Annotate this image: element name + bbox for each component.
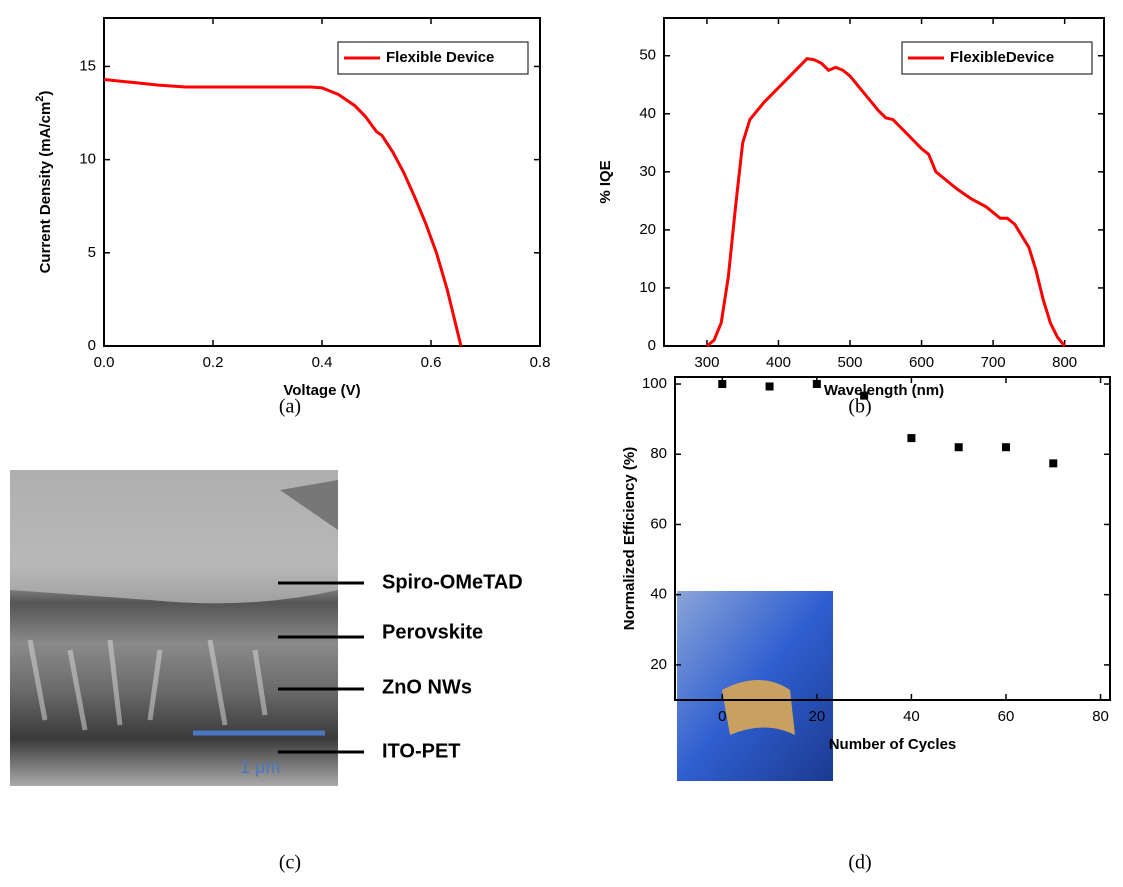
x-tick-label: 0.6 (421, 354, 442, 371)
data-point (718, 380, 727, 389)
layer-label: Spiro-OMeTAD (382, 571, 523, 593)
legend-label: Flexible Device (386, 49, 494, 66)
inset-device (722, 680, 795, 735)
legend-label: FlexibleDevice (950, 49, 1054, 66)
y-tick-label: 60 (650, 515, 667, 532)
y-tick-label: 20 (639, 221, 656, 238)
y-tick-label: 5 (88, 244, 96, 261)
caption: (d) (848, 852, 871, 874)
x-tick-label: 500 (838, 354, 863, 371)
y-tick-label: 40 (639, 105, 656, 122)
data-point (812, 380, 821, 389)
x-axis-label: Voltage (V) (283, 382, 360, 399)
y-axis-label-part: Current Density (mA/cm (37, 102, 54, 274)
x-axis-label: Wavelength (nm) (824, 382, 944, 399)
y-axis-label-part: % IQE (597, 160, 614, 203)
y-axis-label-part: Normalized Efficiency (%) (621, 447, 638, 630)
x-tick-label: 0.2 (203, 354, 224, 371)
sem-image (10, 470, 364, 786)
y-tick-label: 0 (88, 337, 96, 354)
x-tick-label: 800 (1052, 354, 1077, 371)
y-axis-label: Normalized Efficiency (%) (621, 447, 638, 630)
y-axis-label: Current Density (mA/cm2) (34, 91, 54, 274)
x-axis-label: Number of Cycles (829, 736, 957, 753)
x-tick-label: 0.8 (530, 354, 551, 371)
x-tick-label: 60 (998, 708, 1015, 725)
data-point (954, 443, 963, 452)
y-tick-label: 100 (642, 375, 667, 392)
x-tick-label: 700 (981, 354, 1006, 371)
y-tick-label: 15 (79, 57, 96, 74)
x-tick-label: 600 (909, 354, 934, 371)
layer-label: Perovskite (382, 621, 483, 643)
x-tick-label: 0 (718, 708, 726, 725)
caption: (b) (848, 396, 871, 418)
x-tick-label: 300 (694, 354, 719, 371)
scale-bar-label: 1 μm (240, 757, 280, 777)
x-tick-label: 40 (903, 708, 920, 725)
x-tick-label: 20 (809, 708, 826, 725)
y-tick-label: 40 (650, 586, 667, 603)
caption: (a) (279, 396, 301, 418)
x-tick-label: 80 (1092, 708, 1109, 725)
data-line (705, 57, 1066, 348)
layer-label: ITO-PET (382, 740, 461, 762)
x-tick-label: 400 (766, 354, 791, 371)
data-point (1049, 459, 1058, 468)
y-axis-label: % IQE (597, 160, 614, 203)
x-tick-label: 0.0 (94, 354, 115, 371)
y-axis-label-part: 2 (34, 96, 46, 102)
y-tick-label: 10 (79, 151, 96, 168)
data-point (765, 382, 774, 391)
x-tick-label: 0.4 (312, 354, 333, 371)
data-point (860, 391, 869, 400)
y-tick-label: 80 (650, 445, 667, 462)
y-tick-label: 50 (639, 47, 656, 64)
data-line (103, 78, 463, 347)
y-tick-label: 0 (648, 337, 656, 354)
y-tick-label: 10 (639, 279, 656, 296)
caption: (c) (279, 852, 301, 874)
legend-box (337, 41, 529, 75)
y-tick-label: 20 (650, 656, 667, 673)
plot-frame (674, 376, 1111, 701)
data-point (1001, 443, 1010, 452)
y-axis-label-part: ) (37, 91, 54, 96)
layer-label: ZnO NWs (382, 676, 472, 698)
y-tick-label: 30 (639, 163, 656, 180)
data-point (907, 434, 916, 443)
plot-frame (663, 17, 1105, 347)
